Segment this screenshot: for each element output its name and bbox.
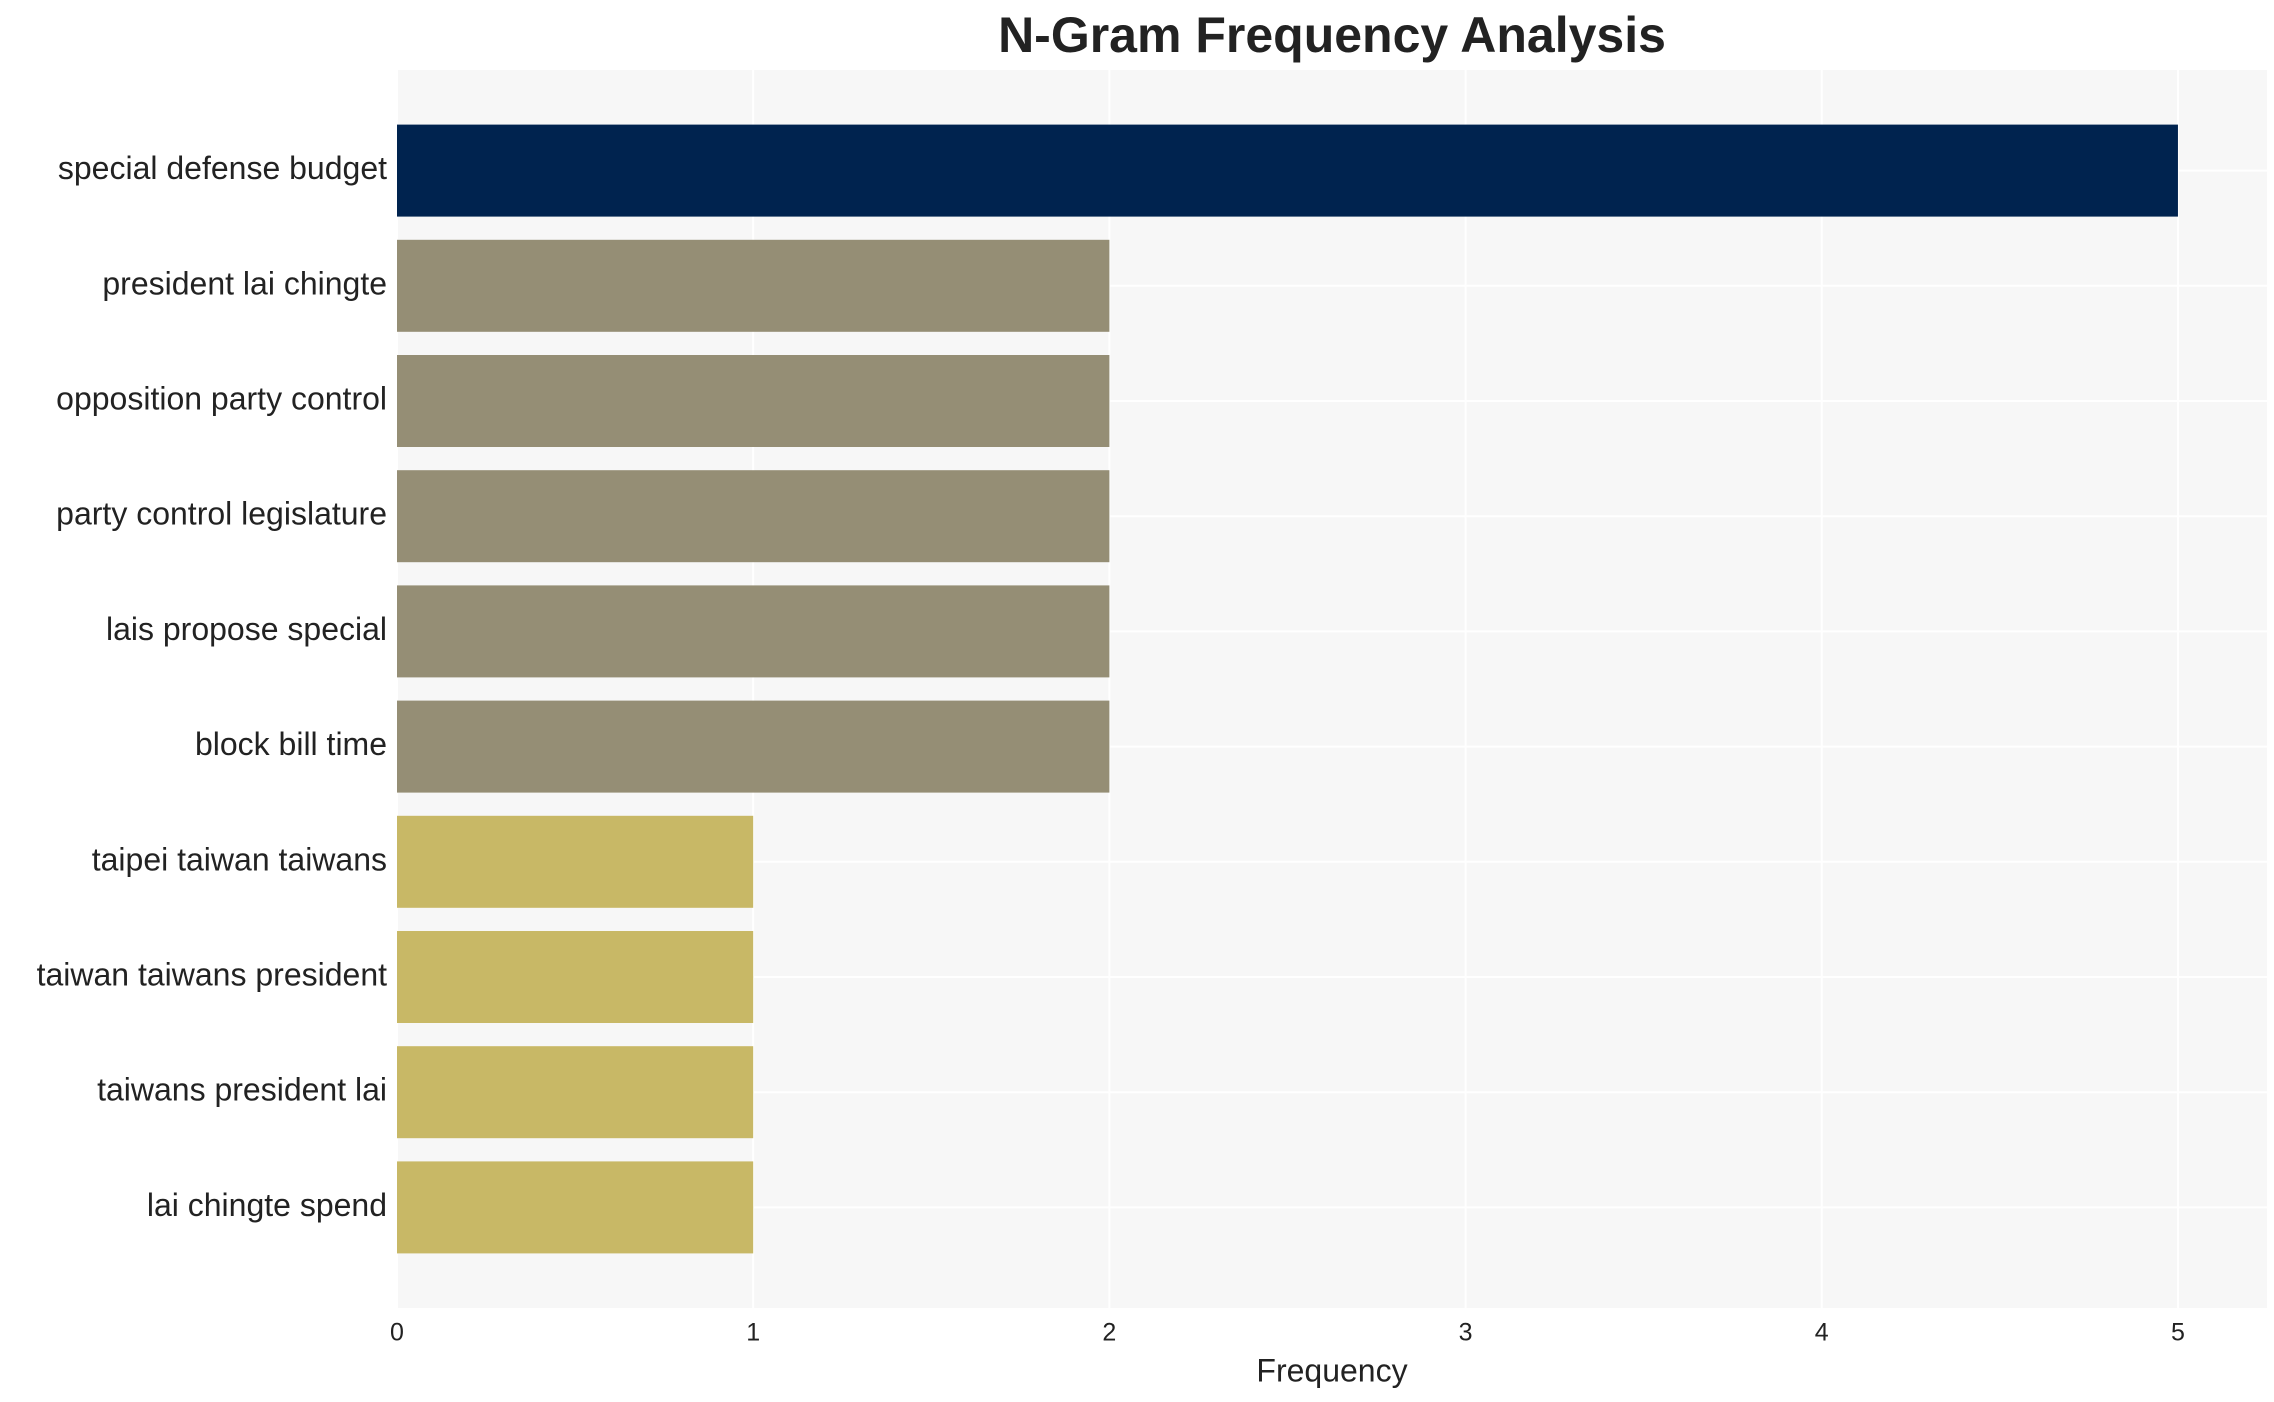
chart-title: N-Gram Frequency Analysis [998, 7, 1666, 63]
y-tick-label: party control legislature [56, 496, 387, 532]
y-tick-label: taipei taiwan taiwans [92, 841, 387, 877]
bar [397, 239, 1110, 332]
x-tick-label: 1 [746, 1319, 760, 1347]
bar [397, 470, 1110, 563]
y-tick-label: lais propose special [106, 611, 387, 647]
bar [397, 124, 2178, 217]
bar [397, 1046, 754, 1139]
y-tick-label: special defense budget [58, 150, 387, 186]
y-tick-label: lai chingte spend [147, 1187, 387, 1223]
bar [397, 931, 754, 1023]
x-tick-label: 4 [1815, 1319, 1829, 1347]
bar [397, 815, 754, 908]
x-tick-label: 0 [390, 1319, 404, 1347]
bar [397, 355, 1110, 447]
bar [397, 585, 1110, 678]
y-tick-label: opposition party control [56, 380, 387, 416]
y-tick-label: taiwans president lai [97, 1072, 387, 1108]
x-tick-label: 3 [1459, 1319, 1473, 1347]
y-tick-label: block bill time [195, 726, 387, 762]
x-tick-label: 5 [2171, 1319, 2185, 1347]
x-axis-label: Frequency [1256, 1352, 1407, 1388]
bar [397, 700, 1110, 793]
x-tick-label: 2 [1102, 1319, 1116, 1347]
y-tick-label: taiwan taiwans president [37, 956, 388, 992]
y-tick-label: president lai chingte [102, 265, 387, 301]
bar [397, 1161, 754, 1254]
